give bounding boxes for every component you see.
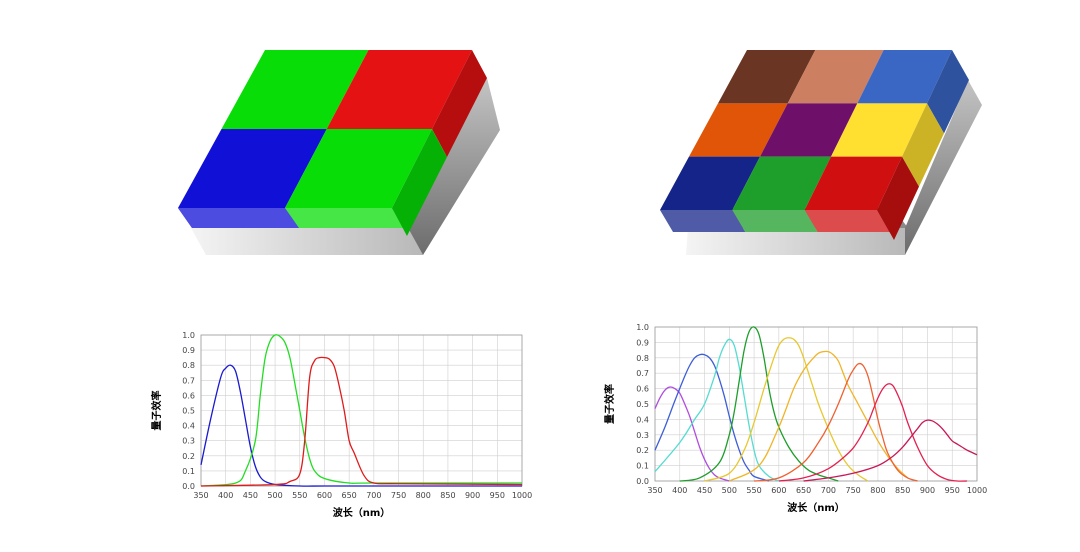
sensor-left-cell-green <box>221 50 369 129</box>
series-gold <box>729 350 909 482</box>
x-tick-450: 450 <box>697 486 712 495</box>
sensor-right-cell-yellow <box>831 103 927 157</box>
y-tick-0.1: 0.1 <box>636 462 649 471</box>
series-yellow <box>704 337 869 482</box>
series-green <box>200 334 522 487</box>
x-tick-700: 700 <box>821 486 836 495</box>
x-tick-950: 950 <box>945 486 960 495</box>
y-tick-0.3: 0.3 <box>182 437 195 446</box>
y-tick-1.0: 1.0 <box>636 323 649 332</box>
y-tick-0.6: 0.6 <box>636 385 649 394</box>
y-tick-0.1: 0.1 <box>182 467 195 476</box>
y-tick-0.8: 0.8 <box>636 354 649 363</box>
y-tick-0.4: 0.4 <box>182 422 195 431</box>
y-tick-0.9: 0.9 <box>182 346 195 355</box>
sensor-right-cell-orange <box>689 103 788 157</box>
y-axis-label: 量子效率 <box>603 384 616 424</box>
sensor-right-cell-side-steel-blue <box>927 50 969 134</box>
y-tick-0.9: 0.9 <box>636 338 649 347</box>
y-axis-label: 量子效率 <box>150 391 163 431</box>
sensor-left <box>178 50 500 255</box>
y-tick-0.0: 0.0 <box>182 482 195 491</box>
x-tick-450: 450 <box>243 491 258 500</box>
sensor-right-cell-front-navy <box>660 210 746 232</box>
sensor-left-cell-side-green <box>392 129 447 236</box>
x-tick-850: 850 <box>440 491 455 500</box>
x-tick-750: 750 <box>846 486 861 495</box>
y-tick-0.6: 0.6 <box>182 391 195 400</box>
sensor-left-cell-green <box>285 129 432 208</box>
sensor-right-cell-side-red <box>877 156 919 240</box>
sensor-right-cell-front-red <box>804 210 890 232</box>
sensor-right-base-front <box>686 228 908 255</box>
x-axis-label: 波长（nm） <box>333 506 391 519</box>
y-tick-0.5: 0.5 <box>182 407 195 416</box>
x-tick-550: 550 <box>746 486 761 495</box>
x-tick-400: 400 <box>672 486 687 495</box>
y-tick-0.8: 0.8 <box>182 361 195 370</box>
series-blue <box>654 353 770 482</box>
sensor-left-cell-blue <box>178 129 327 208</box>
sensor-right-cell-steel-blue <box>857 50 952 104</box>
y-tick-0.7: 0.7 <box>636 369 649 378</box>
sensor-left-cell-front-blue <box>178 208 299 228</box>
y-tick-0.2: 0.2 <box>636 446 649 455</box>
sensor-left-base-front <box>191 228 423 255</box>
x-axis-label: 波长（nm） <box>787 501 845 514</box>
sensor-right-cell-front-green <box>732 210 818 232</box>
series-violet <box>654 386 730 482</box>
x-tick-950: 950 <box>490 491 505 500</box>
x-tick-350: 350 <box>193 491 208 500</box>
x-tick-900: 900 <box>465 491 480 500</box>
series-cyan <box>654 338 780 482</box>
series-crimson <box>778 383 968 482</box>
sensor-right-cell-navy <box>660 156 760 210</box>
y-tick-0.7: 0.7 <box>182 376 195 385</box>
sensor-right-cell-tan <box>787 50 884 104</box>
series-blue <box>200 364 522 487</box>
x-tick-650: 650 <box>796 486 811 495</box>
y-tick-0.2: 0.2 <box>182 452 195 461</box>
qe-chart-rgb: 350 400 450 500 550 600 650 700 750 800 850 900 950 1… <box>150 331 532 519</box>
x-tick-1000: 1000 <box>512 491 532 500</box>
x-tick-1000: 1000 <box>967 486 987 495</box>
x-tick-350: 350 <box>647 486 662 495</box>
sensor-right <box>660 50 982 255</box>
sensor-left-cell-front-green <box>285 208 406 228</box>
sensor-left-cell-side-red <box>432 50 487 157</box>
x-tick-600: 600 <box>317 491 332 500</box>
y-tick-0.3: 0.3 <box>636 431 649 440</box>
plot-frame <box>654 326 978 482</box>
x-tick-800: 800 <box>870 486 885 495</box>
sensor-right-cell-red <box>804 156 902 210</box>
y-tick-1.0: 1.0 <box>182 331 195 340</box>
qe-chart-multispectral: 350 400 450 500 550 600 650 700 750 800 850 900 950 1… <box>603 323 987 514</box>
x-tick-550: 550 <box>292 491 307 500</box>
series-orange <box>753 362 918 482</box>
y-tick-0.5: 0.5 <box>636 400 649 409</box>
y-tick-0.4: 0.4 <box>636 415 649 424</box>
sensor-left-base-side <box>408 78 500 255</box>
sensor-right-cell-side-yellow <box>902 103 944 187</box>
series-red <box>200 356 523 487</box>
sensor-right-cell-green <box>732 156 831 210</box>
x-tick-800: 800 <box>416 491 431 500</box>
x-tick-400: 400 <box>218 491 233 500</box>
y-tick-0.0: 0.0 <box>636 477 649 486</box>
sensor-right-cell-brown <box>718 50 816 104</box>
sensor-left-cell-red <box>326 50 472 129</box>
x-tick-600: 600 <box>771 486 786 495</box>
x-tick-700: 700 <box>366 491 381 500</box>
sensor-right-base-side <box>905 80 982 255</box>
x-tick-500: 500 <box>267 491 282 500</box>
x-tick-500: 500 <box>722 486 737 495</box>
series-deep-red <box>803 419 978 482</box>
sensor-right-cell-purple <box>760 103 858 157</box>
series-green <box>679 326 839 482</box>
x-tick-750: 750 <box>391 491 406 500</box>
x-tick-900: 900 <box>920 486 935 495</box>
x-tick-850: 850 <box>895 486 910 495</box>
x-tick-650: 650 <box>342 491 357 500</box>
